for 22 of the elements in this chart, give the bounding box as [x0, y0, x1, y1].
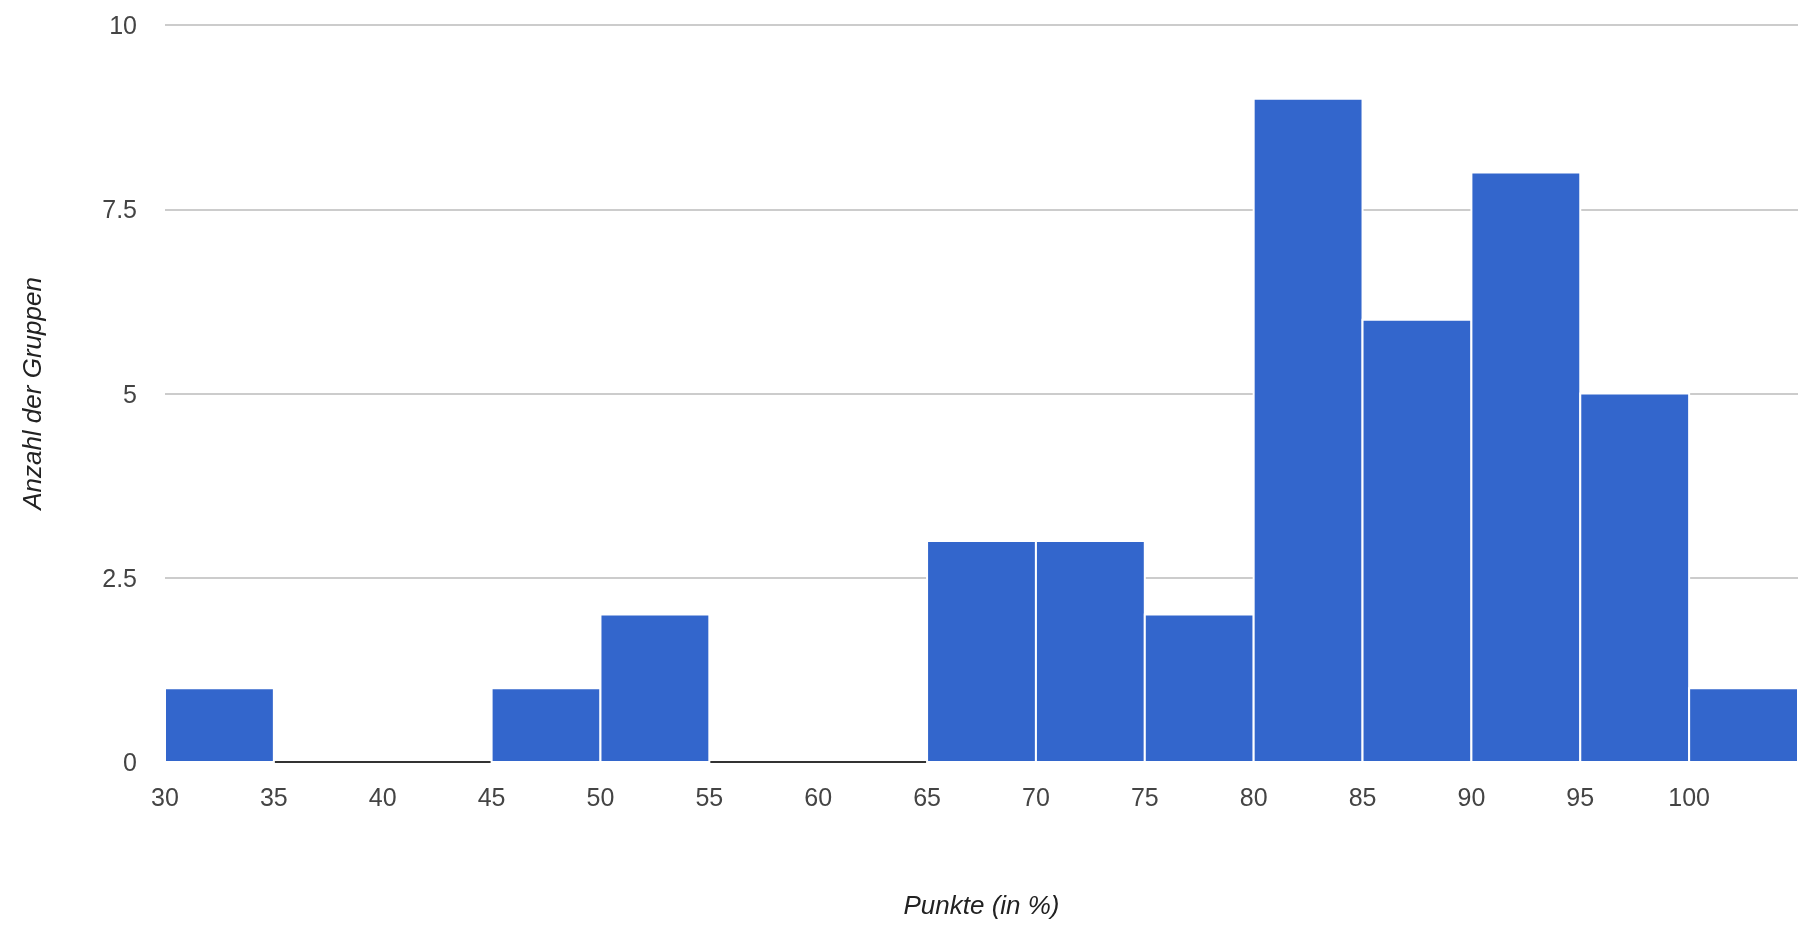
y-tick-label: 2.5 [102, 563, 137, 592]
x-tick-label: 65 [913, 782, 941, 811]
y-tick-label: 10 [109, 11, 137, 39]
x-tick-label: 85 [1348, 782, 1377, 811]
x-tick-label: 30 [151, 782, 179, 811]
x-tick-label: 60 [804, 782, 833, 811]
x-tick-label: 40 [368, 782, 397, 811]
x-tick-label: 50 [586, 782, 615, 811]
x-axis-title: Punkte (in %) [903, 890, 1060, 920]
x-tick-label: 95 [1566, 782, 1595, 811]
x-tick-label: 90 [1457, 782, 1486, 811]
x-tick-label: 45 [477, 782, 506, 811]
y-tick-label: 0 [123, 748, 137, 776]
x-tick-label: 100 [1668, 782, 1710, 811]
x-tick-label: 35 [259, 782, 288, 811]
y-axis-title: Anzahl der Gruppen [17, 277, 47, 512]
y-tick-label: 7.5 [102, 195, 137, 224]
y-tick-label: 5 [123, 379, 137, 408]
x-tick-label: 75 [1130, 782, 1159, 811]
x-tick-label: 70 [1022, 782, 1050, 811]
x-tick-label: 80 [1239, 782, 1268, 811]
x-tick-label: 55 [695, 782, 724, 811]
